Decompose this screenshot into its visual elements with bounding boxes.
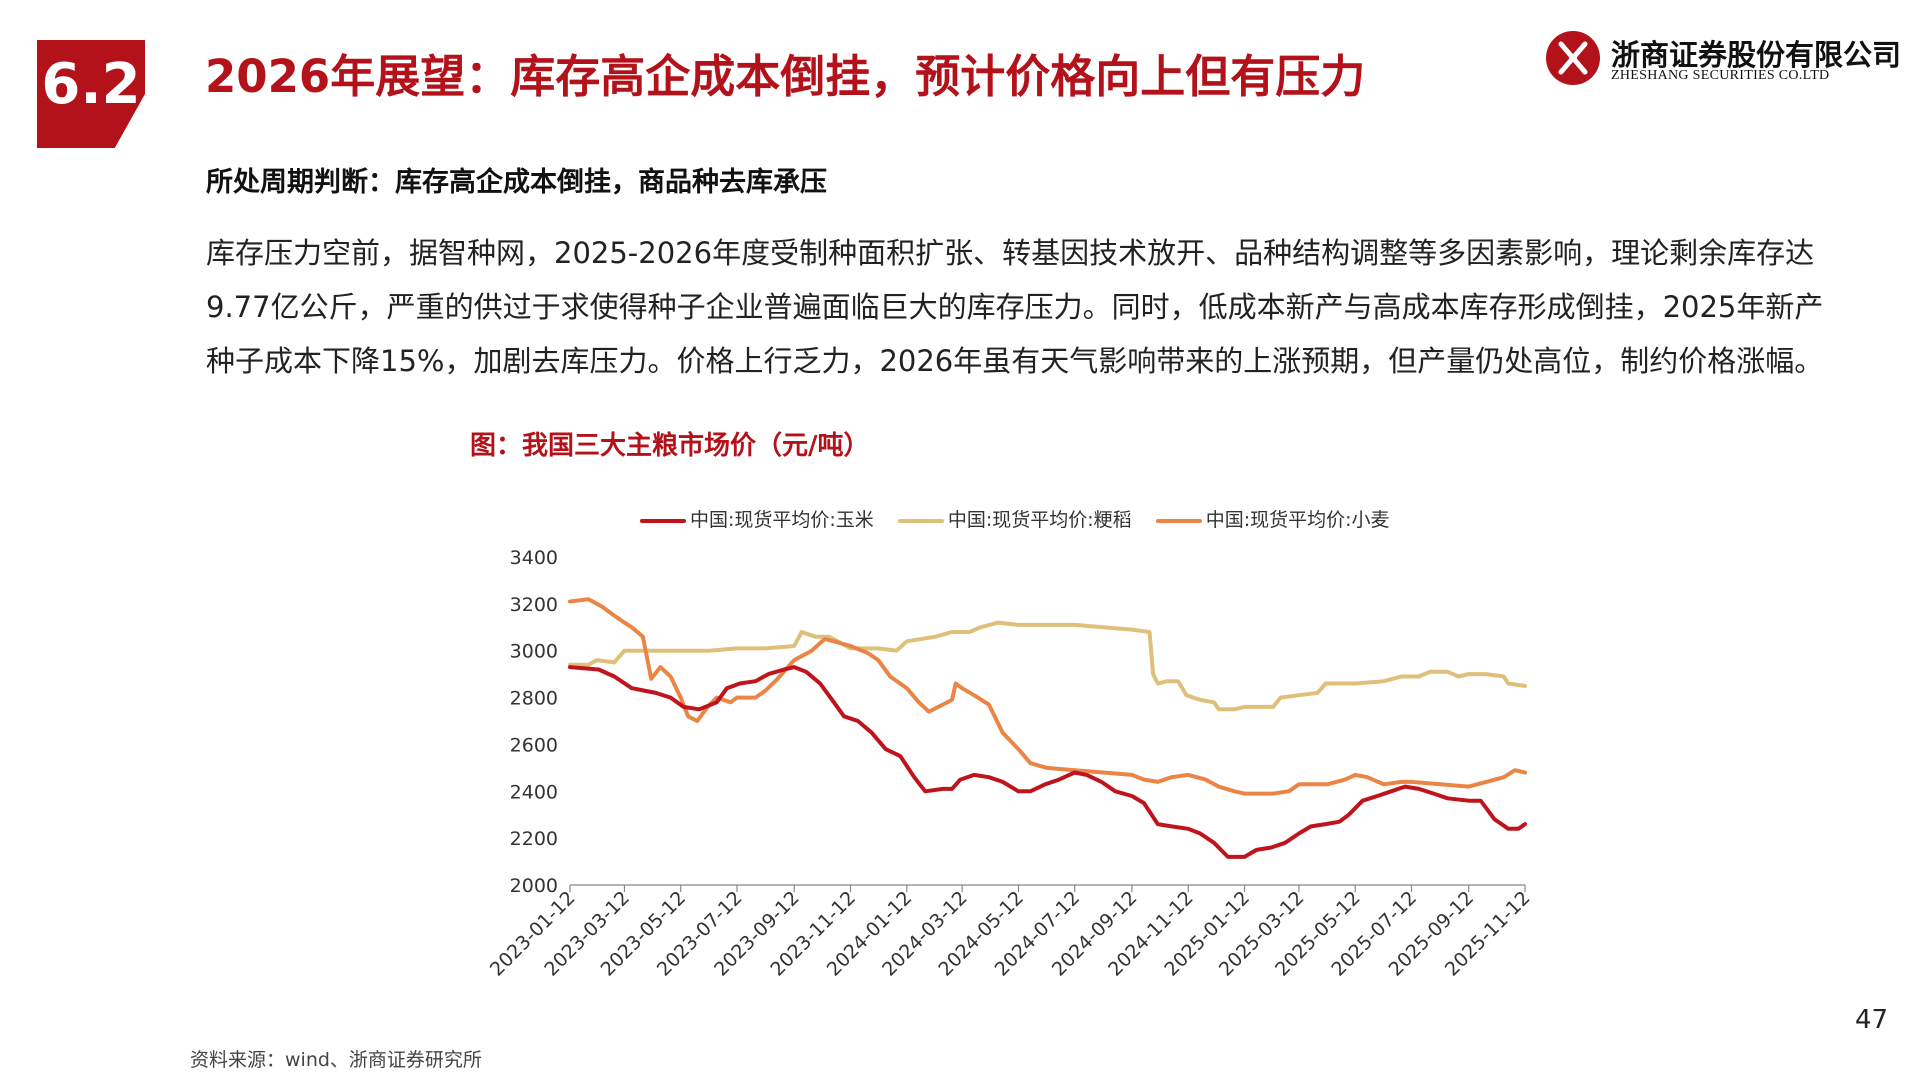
y-tick-label: 2600: [510, 734, 558, 756]
legend-label-japonica-rice: 中国:现货平均价:粳稻: [947, 509, 1132, 531]
section-badge: 6.2: [37, 40, 145, 148]
company-logo: 浙商证券股份有限公司 ZHESHANG SECURITIES CO.LTD: [1545, 28, 1901, 92]
series-line-corn: [568, 665, 1527, 859]
legend-item-corn: 中国:现货平均价:玉米: [640, 505, 874, 532]
y-tick-label: 3200: [510, 594, 558, 616]
legend-label-wheat: 中国:现货平均价:小麦: [1205, 509, 1390, 531]
legend-label-corn: 中国:现货平均价:玉米: [690, 509, 874, 531]
y-tick-label: 3400: [510, 547, 558, 569]
legend-item-wheat: 中国:现货平均价:小麦: [1155, 505, 1390, 532]
legend-swatch-corn: [640, 518, 686, 523]
data-source: 资料来源：wind、浙商证券研究所: [190, 1049, 482, 1071]
legend-swatch-wheat: [1155, 518, 1202, 523]
y-tick-label: 2800: [510, 688, 558, 710]
chart-legend: 中国:现货平均价:玉米 中国:现货平均价:粳稻 中国:现货平均价:小麦: [640, 505, 1408, 535]
y-tick-label: 3000: [510, 641, 558, 663]
section-subtitle: 所处周期判断：库存高企成本倒挂，商品种去库承压: [206, 167, 827, 198]
legend-item-japonica-rice: 中国:现货平均价:粳稻: [897, 505, 1132, 532]
section-number: 6.2: [41, 52, 141, 117]
body-paragraph: 库存压力空前，据智种网，2025-2026年度受制种面积扩张、转基因技术放开、品…: [206, 236, 1824, 378]
series-lines: [568, 597, 1527, 859]
price-line-chart: 3400 3200 3000 2800 2600 2400 2200 2000 2023-01…: [486, 547, 1535, 981]
logo-name-en: ZHESHANG SECURITIES CO.LTD: [1611, 68, 1830, 83]
figure-title: 图：我国三大主粮市场价（元/吨）: [470, 431, 870, 461]
legend-swatch-japonica-rice: [897, 518, 944, 523]
zheshang-logo-icon: [1546, 31, 1600, 85]
y-tick-label: 2400: [510, 781, 558, 803]
logo-name-cn: 浙商证券股份有限公司: [1611, 38, 1902, 72]
y-tick-label: 2200: [510, 828, 558, 850]
x-axis: 2023-01-122023-03-122023-05-122023-07-12…: [486, 884, 1535, 981]
y-axis: 3400 3200 3000 2800 2600 2400 2200 2000: [510, 547, 558, 897]
page-number: 47: [1855, 1005, 1889, 1035]
series-line-japonica-rice: [568, 620, 1527, 712]
page-title: 2026年展望：库存高企成本倒挂，预计价格向上但有压力: [205, 50, 1366, 103]
y-tick-label: 2000: [510, 875, 558, 897]
series-line-wheat: [568, 597, 1527, 796]
